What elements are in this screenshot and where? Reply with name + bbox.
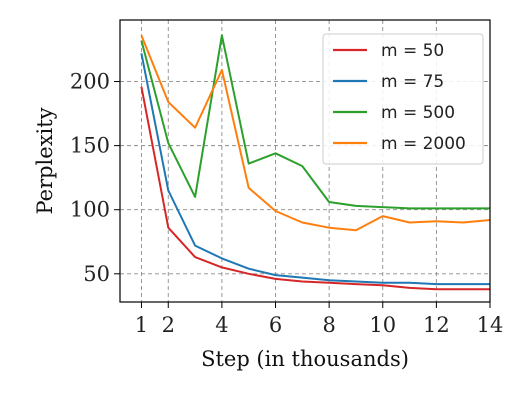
- plot-frame: [119, 19, 491, 303]
- legend-box: [322, 33, 484, 165]
- legend-label: m = 75: [381, 72, 444, 92]
- x-tick-label: 2: [162, 313, 175, 337]
- x-tick-label: 1: [135, 313, 148, 337]
- x-tick-label: 14: [477, 313, 504, 337]
- x-tick-label: 4: [215, 313, 228, 337]
- y-axis-label: Perplexity: [33, 107, 57, 214]
- y-tick-label: 200: [70, 70, 110, 94]
- series-line: [140, 53, 490, 286]
- y-tick-label: 50: [83, 262, 110, 286]
- legend-label: m = 500: [381, 103, 455, 123]
- legend-label: m = 50: [381, 41, 444, 61]
- y-tick-label: 100: [70, 198, 110, 222]
- series-lines: [140, 34, 491, 291]
- y-axis-ticks: 50 100 150 200: [70, 70, 120, 286]
- x-tick-label: 6: [269, 313, 282, 337]
- legend-label: m = 2000: [381, 134, 466, 154]
- series-line: [140, 34, 490, 210]
- legend: m = 50 m = 75 m = 500 m = 2000: [322, 33, 484, 165]
- x-axis-ticks: 1 2 4 6 8 10 12 14: [135, 302, 504, 337]
- x-tick-label: 10: [369, 313, 396, 337]
- x-tick-label: 12: [423, 313, 450, 337]
- x-axis-label: Step (in thousands): [201, 347, 409, 371]
- series-line: [140, 35, 491, 232]
- x-tick-label: 8: [322, 313, 335, 337]
- y-tick-label: 150: [70, 134, 110, 158]
- series-line: [140, 86, 490, 291]
